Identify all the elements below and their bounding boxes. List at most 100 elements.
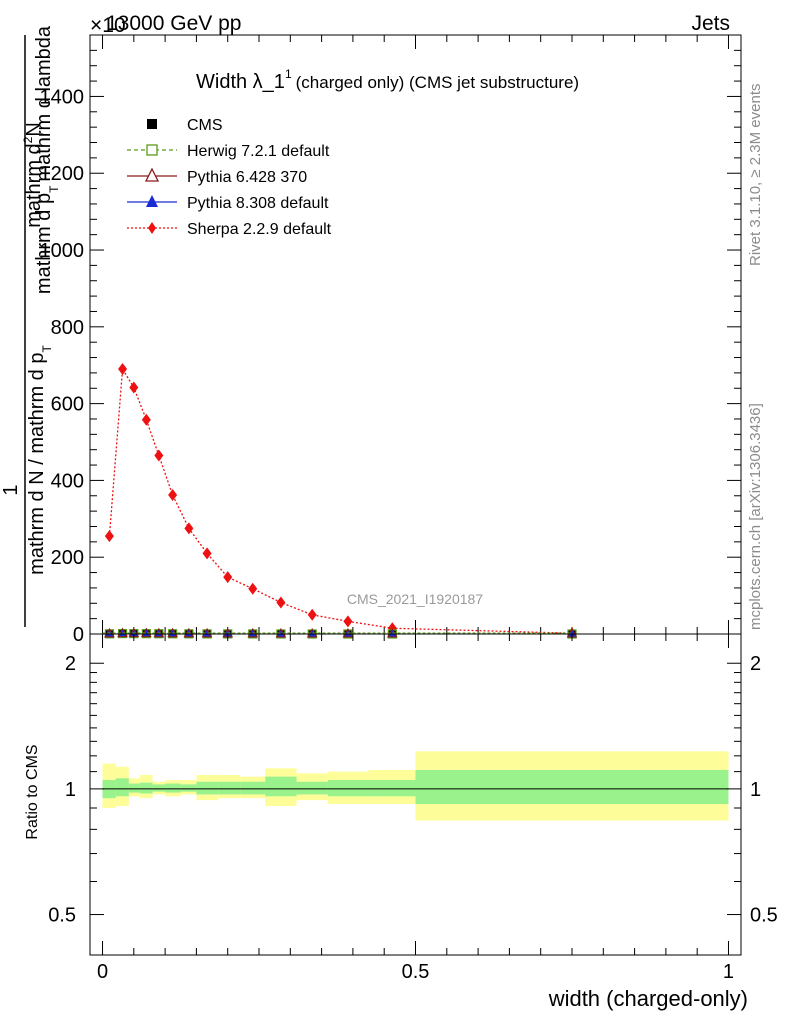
sherpa-point	[202, 547, 212, 560]
pythia8-point	[276, 628, 286, 637]
ratio-inner-band	[218, 781, 241, 795]
ratio-y-tick-label-right: 0.5	[750, 905, 778, 927]
main-y-axis-label: 1 mathrm d2N mathrm d pTmathrm d lambda …	[0, 25, 61, 627]
pythia8-point	[307, 628, 317, 637]
watermark: CMS_2021_I1920187	[347, 591, 483, 607]
legend-marker	[144, 167, 160, 182]
plot-title-rest: (charged only) (CMS jet substructure)	[296, 73, 579, 92]
pythia8-point	[141, 628, 151, 637]
legend: CMS Herwig 7.2.1 default Pythia 6.428 370 P…	[127, 117, 332, 238]
y-label-denom-main: mathrm d N / mathrm d p	[26, 353, 48, 575]
legend-label: CMS	[187, 117, 223, 134]
x-tick-label: 0.5	[402, 961, 430, 983]
y-label-denom-t: T	[40, 345, 54, 353]
ratio-inner-band	[296, 781, 328, 795]
plot-title: Width λ_11 (charged only) (CMS jet substr…	[196, 67, 579, 93]
pythia8-point	[202, 628, 212, 637]
y-label-top-end: N	[23, 122, 45, 136]
ratio-y-tick-label: 0.5	[48, 905, 76, 927]
legend-label: Herwig 7.2.1 default	[187, 143, 330, 160]
ratio-inner-band	[240, 781, 266, 795]
y-tick-label: 1200	[40, 163, 85, 185]
sherpa-point	[276, 596, 286, 609]
near-zero-points	[102, 627, 578, 639]
legend-marker	[146, 144, 158, 156]
ratio-y-label: Ratio to CMS	[24, 744, 41, 839]
pythia6-point	[104, 627, 115, 638]
pythia6-point	[183, 627, 195, 638]
sherpa-point	[118, 363, 128, 376]
legend-marker	[148, 222, 156, 234]
ratio-inner-band	[140, 782, 153, 794]
y-label-denom: mathrm d N / mathrm d pT	[26, 345, 54, 575]
y-label-top-sup: 2	[21, 136, 35, 143]
ratio-plot-panel: 0.5 0.51 12 2 0 0.5 1 Ratio to CMS width (cha…	[24, 633, 778, 1011]
main-y-ticks: 0 200 400 600 800 1000 1200 1400	[40, 34, 741, 646]
plot-title-sup: 1	[285, 67, 292, 81]
y-tick-label: 800	[51, 317, 84, 339]
ratio-inner-band	[368, 780, 416, 797]
x-tick-label: 1	[723, 961, 734, 983]
ratio-inner-band	[265, 776, 297, 797]
energy-label: 13000 GeV pp	[106, 12, 241, 35]
y-tick-label: 1000	[40, 240, 85, 262]
sherpa-point	[307, 608, 317, 621]
sherpa-point	[154, 449, 164, 462]
sherpa-series	[104, 363, 577, 640]
ratio-inner-band	[415, 769, 729, 805]
pythia8-point	[567, 628, 577, 637]
ratio-inner-band	[196, 781, 219, 795]
ratio-x-ticks: 0 0.5 1	[97, 634, 734, 983]
y-label-sub: mathrm d pTmathrm d lambda	[33, 25, 61, 294]
ratio-inner-band	[128, 783, 141, 793]
legend-marker	[147, 119, 157, 129]
ratio-bands	[102, 751, 729, 821]
exponent-label: ×10	[90, 14, 126, 37]
pythia8-point	[387, 628, 397, 637]
y-tick-label: 600	[51, 394, 84, 416]
main-plot-panel: 0 200 400 600 800 1000 1200 1400 CMS_2021_I1920…	[40, 34, 742, 646]
jets-label: Jets	[691, 12, 730, 35]
ratio-inner-band	[115, 778, 129, 797]
ratio-y-tick-label: 2	[65, 653, 76, 675]
mcplots-label: mcplots.cern.ch [arXiv:1306.3436]	[747, 403, 764, 630]
x-axis-label: width (charged-only)	[548, 986, 748, 1011]
y-label-sub-t: T	[47, 185, 61, 193]
ratio-y-tick-label-right: 2	[750, 653, 761, 675]
y-label-numer: 1	[0, 484, 22, 495]
sherpa-point	[168, 489, 178, 502]
plot-title-main: Width λ_1	[196, 71, 285, 93]
main-x-ticks	[102, 35, 729, 634]
sherpa-line	[108, 367, 573, 634]
sherpa-point	[129, 381, 139, 394]
y-tick-label: 1400	[40, 86, 85, 108]
sherpa-point	[248, 582, 258, 595]
ratio-y-tick-label-right: 1	[750, 779, 761, 801]
legend-marker	[146, 195, 158, 207]
sherpa-point	[141, 413, 151, 426]
sherpa-point	[184, 522, 194, 535]
legend-label: Sherpa 2.2.9 default	[187, 221, 332, 238]
ratio-inner-band	[152, 784, 166, 792]
y-label-sub-end: mathrm d lambda	[33, 25, 55, 181]
pythia6-point	[153, 627, 165, 638]
ratio-y-tick-label: 1	[65, 779, 76, 801]
ratio-y-ticks: 0.5 0.5 1 1 2 2	[48, 653, 778, 926]
sherpa-point	[104, 530, 114, 543]
sherpa-point	[223, 571, 233, 584]
sherpa-point	[343, 615, 353, 628]
y-label-top: mathrm d2N	[21, 122, 45, 228]
y-tick-label: 200	[51, 547, 84, 569]
ratio-inner-band	[180, 784, 197, 792]
y-tick-label: 400	[51, 470, 84, 492]
legend-label: Pythia 8.308 default	[187, 195, 329, 212]
x-tick-label: 0	[97, 961, 108, 983]
ratio-inner-band	[327, 780, 369, 797]
ratio-inner-band	[165, 783, 181, 793]
y-label-sub-main: mathrm d p	[33, 193, 55, 294]
y-label-top-main: mathrm d	[23, 143, 45, 227]
y-tick-label: 0	[73, 624, 84, 646]
legend-label: Pythia 6.428 370	[187, 169, 307, 186]
rivet-label: Rivet 3.1.10, ≥ 2.3M events	[747, 84, 764, 267]
